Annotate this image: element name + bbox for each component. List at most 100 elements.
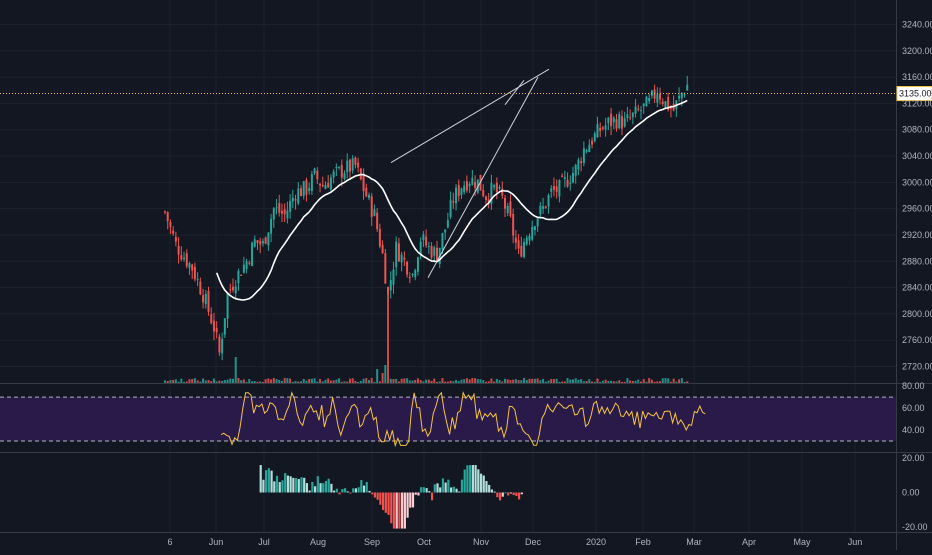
candle-body (245, 261, 248, 269)
candle-body (310, 174, 313, 192)
histogram-bar (330, 483, 333, 493)
candle-body (166, 212, 169, 222)
volume-bar (193, 378, 196, 383)
histogram-bar (362, 485, 366, 493)
volume-bar (223, 380, 226, 383)
volume-bar (207, 380, 210, 383)
candle-body (319, 183, 322, 186)
histogram-bar (357, 487, 360, 493)
candle-body (378, 228, 381, 247)
volume-bar (479, 379, 482, 383)
candle-body (631, 112, 634, 118)
volume-bar (354, 380, 357, 383)
candle-body (433, 247, 436, 256)
volume-bar (550, 379, 553, 383)
trendline-upper (390, 68, 550, 164)
volume-bar (487, 381, 490, 383)
volume-bar (286, 378, 289, 383)
volume-bar (381, 373, 384, 383)
candle-body (656, 94, 659, 103)
volume-bar (308, 379, 311, 383)
volume-bar (362, 378, 365, 383)
candle-body (463, 185, 466, 193)
candle-body (514, 237, 517, 243)
histogram-bar (305, 483, 309, 493)
histogram-bar (346, 491, 349, 493)
volume-bar (229, 378, 232, 383)
volume-bar (514, 379, 517, 383)
volume-bar (185, 381, 188, 383)
candle-body (648, 98, 651, 102)
candle-body (436, 247, 438, 263)
volume-bar (270, 379, 273, 383)
volume-bar (675, 381, 678, 383)
volume-bar (177, 381, 180, 383)
volume-bar (251, 381, 254, 383)
candle-body (634, 106, 637, 114)
volume-bar (656, 381, 659, 383)
time-tick-label: Feb (635, 537, 651, 547)
histogram-bar (303, 477, 306, 493)
volume-bar (199, 381, 202, 383)
last-price-label: 3135.00 (899, 89, 932, 99)
candle-body (193, 267, 196, 280)
volume-bar (166, 381, 169, 383)
histogram-bar (341, 489, 344, 493)
volume-bar (248, 378, 251, 383)
candle-body (550, 188, 553, 192)
volume-bar (596, 378, 599, 383)
candle-body (495, 182, 498, 193)
volume-bar (569, 379, 572, 383)
volume-bar (422, 381, 425, 383)
histogram-bar (265, 470, 268, 493)
histogram-bar (335, 488, 338, 493)
histogram-bar (498, 492, 502, 501)
candle-body (601, 127, 604, 129)
candle-body (468, 183, 471, 187)
histogram-bar (422, 487, 425, 493)
candle-body (626, 114, 629, 119)
volume-bar (591, 381, 594, 383)
volume-bar (218, 380, 221, 383)
candle-body (389, 280, 392, 291)
volume-bar (604, 379, 607, 383)
histogram-bar (409, 492, 412, 508)
candle-body (563, 177, 566, 179)
candle-body (580, 161, 583, 164)
candle-body (525, 237, 528, 245)
histogram-bar (512, 492, 515, 496)
volume-bar (204, 380, 207, 383)
last-price-badge (896, 86, 932, 102)
volume-bar (544, 381, 547, 383)
candle-body (446, 219, 449, 228)
histogram-bar (316, 476, 319, 493)
volume-bar (629, 380, 632, 383)
volume-bar (196, 380, 199, 383)
histogram-bar (452, 486, 455, 493)
volume-bar (321, 381, 324, 383)
candle-body (487, 199, 490, 202)
candle-body (585, 149, 588, 152)
candle-body (493, 185, 496, 188)
volume-bar (653, 381, 656, 383)
candle-body (533, 226, 536, 231)
histogram-bar (259, 465, 262, 493)
candle-body (680, 93, 683, 99)
candle-body (221, 338, 224, 354)
volume-bar (351, 378, 354, 383)
histogram-bar (515, 492, 518, 497)
volume-bar (174, 379, 177, 383)
candle-body (419, 241, 422, 255)
candle-body (582, 148, 585, 163)
candle-body (403, 257, 406, 260)
volume-bar (332, 380, 335, 383)
volume-bar (384, 365, 387, 383)
histogram-bar (401, 492, 404, 529)
histogram-bar (379, 492, 382, 505)
candle-body (223, 318, 226, 335)
volume-bar (313, 378, 316, 383)
volume-bar (523, 378, 526, 383)
volume-bar (678, 379, 681, 383)
